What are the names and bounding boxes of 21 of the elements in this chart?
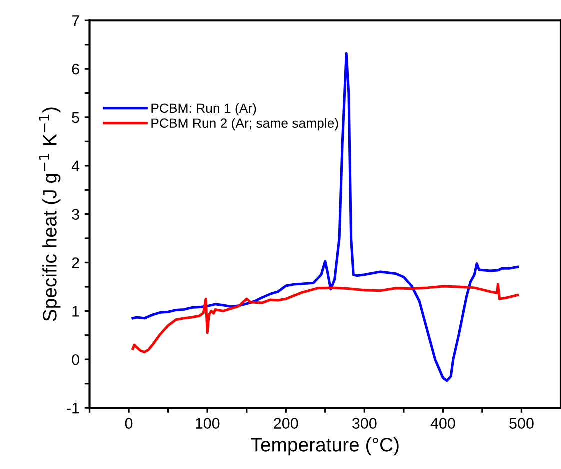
x-tick-label: 200 (274, 418, 298, 429)
y-tick-label: 5 (72, 112, 80, 124)
y-tick-label: -1 (67, 403, 80, 414)
y-tick-label: 2 (72, 258, 80, 268)
line-series (132, 52, 520, 382)
x-tick-label: 500 (510, 418, 534, 429)
legend-label: PCBM Run 2 (Ar; same sample) (152, 118, 338, 131)
y-tick-label: 1 (72, 306, 80, 317)
x-axis-title: Temperature (°C) (251, 438, 399, 456)
x-tick-label: 0 (125, 418, 133, 429)
y-tick-label: 6 (72, 64, 80, 75)
x-tick-label: 100 (196, 418, 220, 429)
y-tick-label: 7 (72, 16, 80, 26)
x-tick-label: 300 (352, 418, 377, 429)
y-tick-label: 0 (72, 354, 80, 366)
x-tick-label: 400 (430, 418, 456, 429)
line-series (132, 283, 520, 354)
legend-label: PCBM: Run 1 (Ar) (152, 103, 256, 116)
y-tick-label: 4 (72, 160, 80, 172)
y-tick-label: 3 (72, 209, 80, 220)
y-axis-title: Specific heat (J g$^{−1}$ K$^{−1}$) (39, 108, 61, 322)
